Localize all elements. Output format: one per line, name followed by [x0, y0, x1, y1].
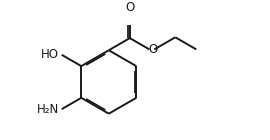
Text: O: O: [125, 1, 134, 14]
Text: H₂N: H₂N: [37, 103, 59, 116]
Text: O: O: [148, 43, 157, 56]
Text: HO: HO: [41, 48, 59, 61]
